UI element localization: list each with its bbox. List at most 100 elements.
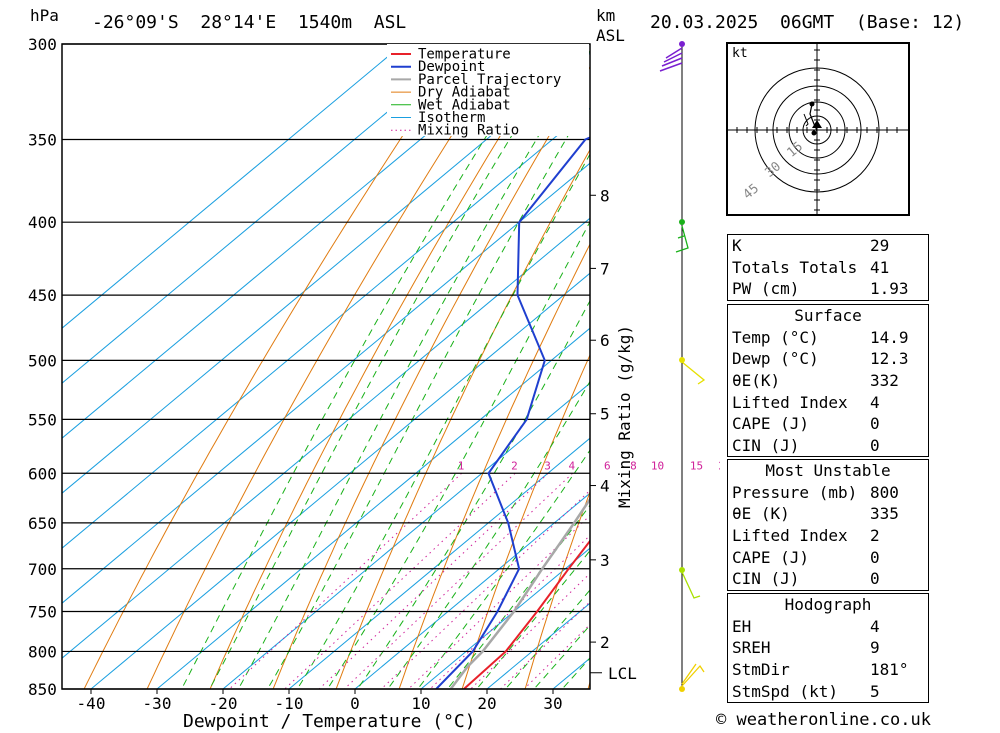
wet-adiabat-line: [237, 49, 590, 689]
pressure-tick-label: 600: [28, 464, 57, 483]
isotherm-line: [62, 44, 536, 439]
wind-barb: [675, 225, 689, 253]
legend-label: Mixing Ratio: [418, 123, 519, 139]
mixing-ratio-label: 1: [458, 459, 465, 472]
surface-row: Dewp (°C) 12.3: [732, 349, 909, 369]
mixing-ratio-line: [429, 534, 590, 689]
dry-adiabat-line: [272, 65, 590, 689]
surface-row: CIN (J) 0: [732, 435, 880, 455]
wet-adiabat-line: [326, 220, 590, 689]
hodograph-row: SREH 9: [732, 638, 880, 658]
mixing-ratio-line: [343, 472, 573, 689]
dry-adiabat-line: [461, 353, 590, 689]
km-tick-label: 6: [600, 331, 610, 350]
x-tick-label: -10: [275, 694, 304, 713]
dry-adiabat-line: [713, 0, 720, 696]
wet-adiabat-line: [181, 44, 545, 689]
hodo-trace: [809, 103, 818, 133]
hodo-arrow: [803, 113, 809, 127]
mixing-ratio-label: 2: [511, 459, 518, 472]
x-tick-label: 20: [477, 694, 496, 713]
isotherm-line: [62, 44, 470, 384]
isotherm-line: [62, 44, 404, 329]
hodo-unit-label: kt: [732, 46, 748, 61]
most-unstable-row: CIN (J) 0: [732, 569, 880, 589]
wind-level-dot: [679, 41, 685, 47]
most-unstable-row: Lifted Index 2: [732, 526, 880, 546]
mixing-ratio-label: 20: [718, 459, 720, 472]
x-axis-title: Dewpoint / Temperature (°C): [183, 711, 476, 732]
wind-level-dot: [679, 567, 685, 573]
most-unstable-table: Most Unstable Pressure (mb) 800 θE (K) 335…: [727, 459, 929, 591]
legend-label: Isotherm: [418, 110, 485, 126]
mixing-ratio-label: 6: [604, 459, 611, 472]
mixing-ratio-line: [318, 472, 549, 689]
pressure-tick-label: 850: [28, 680, 57, 699]
dewpoint-line: [435, 136, 590, 689]
km-label: km: [596, 6, 616, 25]
mixing-ratio-label: 3: [544, 459, 551, 472]
legend-label: Parcel Trajectory: [418, 72, 561, 88]
hodo-point: [809, 101, 815, 107]
isotherm-line: [156, 327, 590, 689]
pressure-tick-label: 650: [28, 514, 57, 533]
hodograph: kt 15 30 45: [726, 42, 910, 216]
mixing-ratio-label: 10: [651, 459, 664, 472]
pressure-tick-label: 400: [28, 213, 57, 232]
credit-link[interactable]: © weatheronline.co.uk: [716, 710, 931, 730]
pressure-tick-label: 500: [28, 351, 57, 370]
wet-adiabat-line: [476, 549, 590, 689]
isotherm-line: [62, 162, 590, 604]
dry-adiabat-line: [650, 0, 721, 696]
wind-level-dot: [679, 686, 685, 692]
km-tick-label: 4: [600, 477, 610, 496]
x-tick-label: -40: [77, 694, 106, 713]
storm-motion-marker: [812, 120, 822, 128]
mixing-ratio-label: 15: [690, 459, 703, 472]
wind-barb: [659, 47, 683, 72]
wet-adiabat-line: [209, 44, 569, 689]
isotherm-line: [62, 217, 590, 659]
isotherm-line: [62, 107, 590, 549]
parcel-trajectory-line: [449, 496, 590, 689]
most-unstable-title: Most Unstable: [765, 461, 891, 481]
wind-barb: [681, 571, 701, 599]
datetime-title: 20.03.2025 06GMT (Base: 12): [650, 12, 965, 33]
x-tick-label: 0: [350, 694, 360, 713]
location-title: -26°09'S 28°14'E 1540m ASL: [92, 12, 407, 33]
hodograph-table: Hodograph EH 4 SREH 9 StmDir 181° StmSpd (k…: [727, 593, 929, 703]
isotherm-line: [62, 52, 590, 494]
index-row: K 29: [732, 236, 890, 256]
hodograph-row: StmSpd (kt) 5: [732, 681, 880, 701]
dry-adiabat-line: [209, 44, 558, 689]
plot-frame: [61, 43, 591, 690]
isotherm-line: [354, 492, 590, 689]
legend-label: Dewpoint: [418, 59, 485, 75]
hodograph-title: Hodograph: [784, 595, 872, 615]
most-unstable-row: CAPE (J) 0: [732, 547, 880, 567]
asl-label: ASL: [596, 26, 625, 45]
most-unstable-row: Pressure (mb) 800: [732, 482, 899, 502]
mixing-ratio-label: 8: [630, 459, 637, 472]
pressure-tick-label: 700: [28, 560, 57, 579]
wet-adiabat-line: [267, 97, 590, 689]
pressure-tick-label: 450: [28, 286, 57, 305]
pressure-tick-label: 800: [28, 642, 57, 661]
temperature-line: [463, 539, 590, 689]
hodo-point: [811, 130, 817, 136]
wet-adiabat-line: [417, 449, 590, 689]
index-row: Totals Totals 41: [732, 257, 890, 277]
surface-row: CAPE (J) 0: [732, 414, 880, 434]
hodograph-row: EH 4: [732, 616, 880, 636]
pressure-tick-label: 300: [28, 35, 57, 54]
x-tick-label: -20: [209, 694, 238, 713]
km-tick-label: 2: [600, 633, 610, 652]
dry-adiabat-line: [335, 148, 590, 689]
wind-barb: [681, 361, 706, 385]
surface-row: θE(K) 332: [732, 371, 899, 391]
dry-adiabat-line: [83, 44, 465, 689]
pressure-tick-label: 750: [28, 602, 57, 621]
isotherm-line: [90, 272, 590, 689]
mixing-ratio-line: [228, 472, 463, 689]
